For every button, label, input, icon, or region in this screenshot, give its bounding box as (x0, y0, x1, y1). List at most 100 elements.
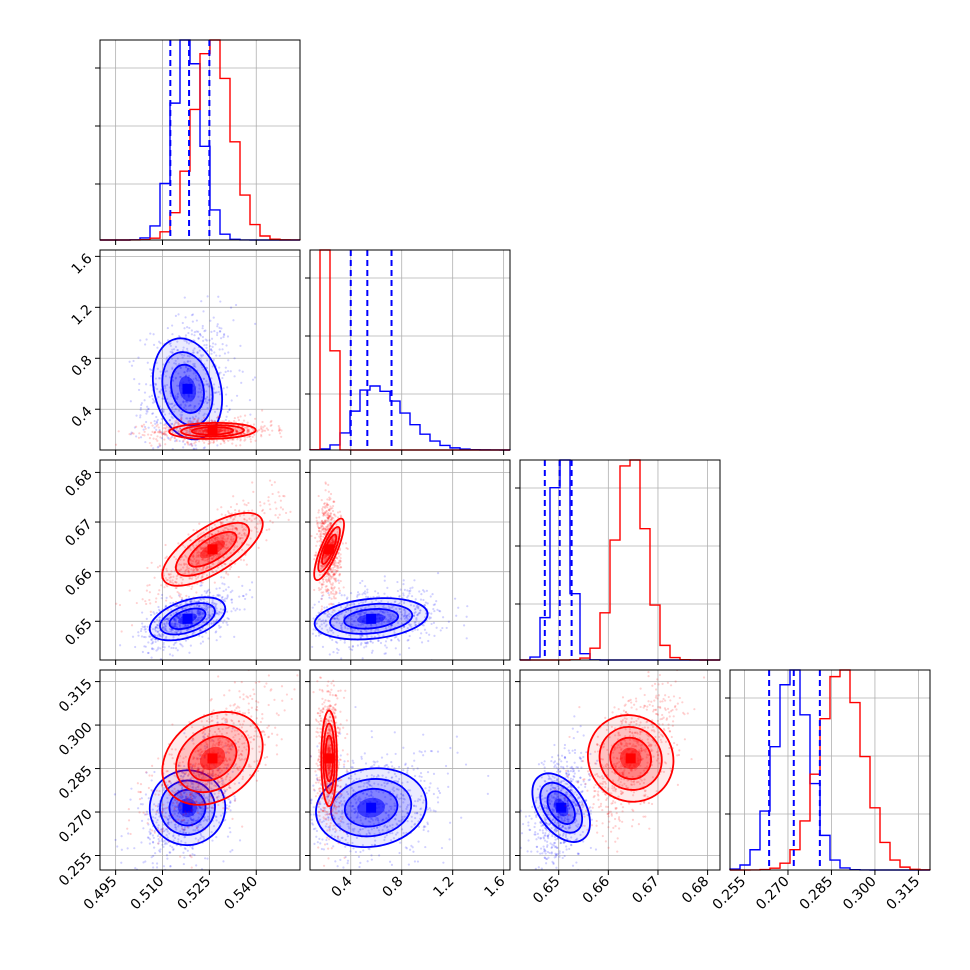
blue-sample-point (229, 850, 232, 853)
blue-sample-point (181, 349, 185, 352)
blue-sample-point (156, 639, 160, 642)
blue-sample-point (120, 663, 122, 665)
blue-sample-point (199, 629, 202, 632)
blue-sample-point (169, 350, 172, 353)
blue-sample-point (344, 625, 347, 628)
red-sample-point (220, 538, 223, 541)
red-sample-point (175, 581, 178, 584)
blue-sample-point (154, 852, 157, 855)
blue-sample-point (172, 379, 175, 383)
blue-sample-point (336, 617, 339, 620)
blue-sample-point (210, 337, 214, 340)
blue-sample-point (154, 382, 158, 386)
blue-sample-point (330, 629, 334, 632)
blue-sample-point (139, 414, 142, 417)
blue-sample-point (165, 622, 168, 625)
red-sample-point (226, 537, 230, 540)
blue-sample-point (224, 393, 228, 396)
blue-sample-point (391, 613, 394, 617)
blue-sample-point (210, 330, 213, 333)
blue-sample-point (462, 624, 466, 627)
blue-sample-point (206, 349, 209, 353)
blue-sample-point (211, 612, 214, 616)
panel-frame (309, 249, 511, 451)
red-sample-point (176, 590, 179, 594)
blue-sample-point (307, 598, 309, 600)
blue-sample-point (390, 615, 393, 618)
red-sample-point (131, 432, 134, 435)
red-sample-point (220, 560, 223, 563)
blue-sample-point (335, 617, 339, 620)
blue-sample-point (207, 385, 210, 388)
blue-sample-point (169, 614, 173, 617)
blue-sample-point (152, 611, 155, 614)
blue-sample-point (191, 623, 194, 626)
red-sample-point (337, 561, 340, 565)
blue-sample-point (157, 377, 161, 380)
blue-sample-point (151, 641, 154, 645)
blue-sample-point (311, 632, 315, 635)
blue-sample-point (185, 417, 188, 420)
blue-sample-point (164, 627, 167, 631)
blue-sample-point (158, 340, 161, 343)
blue-sample-point (315, 621, 318, 625)
blue-sample-point (174, 377, 177, 380)
blue-sample-point (176, 349, 179, 352)
blue-sample-point (220, 611, 223, 614)
blue-sample-point (199, 399, 202, 402)
blue-sample-point (171, 406, 174, 409)
blue-sample-point (211, 365, 214, 368)
red-sample-point (234, 430, 237, 433)
blue-sample-point (226, 410, 229, 414)
red-sample-point (210, 538, 213, 541)
blue-sample-point (199, 628, 202, 631)
blue-sample-point (133, 847, 136, 850)
blue-sample-point (139, 416, 142, 419)
red-sample-point (169, 425, 173, 428)
blue-sample-point (162, 457, 164, 459)
blue-sample-point (188, 628, 191, 631)
blue-sample-point (170, 415, 173, 418)
red-sample-point (243, 534, 246, 537)
blue-sample-point (229, 809, 232, 812)
blue-sample-point (143, 399, 146, 402)
blue-sample-point (189, 627, 192, 631)
blue-sample-point (187, 610, 190, 613)
red-sample-point (223, 441, 226, 444)
red-sample-point (219, 442, 222, 445)
blue-sample-point (362, 623, 365, 626)
blue-sample-point (177, 372, 180, 375)
blue-sample-point (306, 627, 308, 629)
blue-sample-point (211, 345, 214, 348)
red-sample-point (175, 577, 178, 580)
blue-sample-point (445, 626, 448, 630)
red-sample-point (238, 509, 241, 512)
blue-sample-point (166, 617, 169, 621)
blue-sample-point (197, 612, 200, 615)
red-sample-point (195, 430, 198, 433)
blue-sample-point (346, 596, 349, 599)
red-sample-point (227, 529, 230, 532)
blue-sample-point (426, 602, 429, 605)
red-sample-point (206, 420, 209, 423)
red-sample-point (212, 555, 215, 558)
red-sample-point (198, 522, 201, 525)
blue-sample-point (217, 593, 220, 596)
blue-sample-point (408, 646, 411, 650)
red-sample-point (330, 587, 334, 590)
blue-sample-point (217, 385, 221, 389)
blue-sample-point (318, 625, 321, 628)
red-sample-point (206, 565, 209, 568)
blue-sample-point (174, 395, 177, 398)
blue-sample-point (168, 653, 172, 656)
blue-sample-point (179, 376, 182, 379)
red-sample-point (244, 528, 247, 532)
blue-sample-point (213, 602, 216, 605)
blue-sample-point (181, 440, 185, 443)
red-sample-point (165, 578, 168, 582)
red-sample-point (159, 431, 163, 434)
blue-sample-point (179, 426, 182, 430)
blue-sample-point (416, 606, 420, 609)
red-sample-point (236, 438, 239, 441)
blue-sample-point (318, 618, 321, 621)
